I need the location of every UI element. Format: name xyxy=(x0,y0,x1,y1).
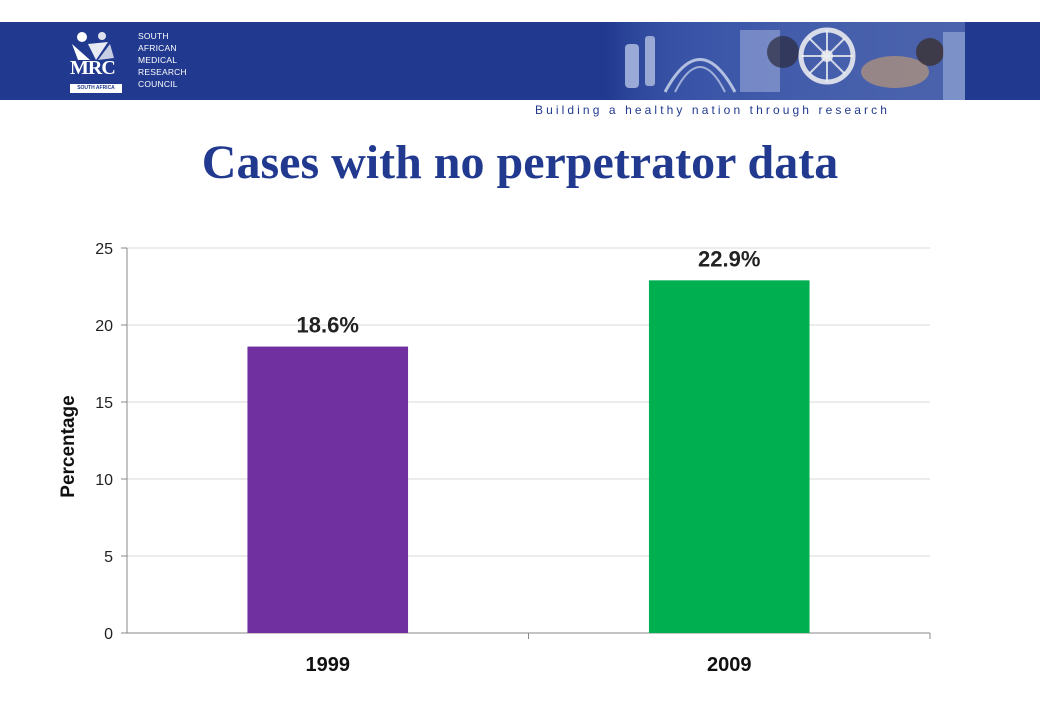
y-axis-title: Percentage xyxy=(58,395,79,497)
header-banner: MRC SOUTH AFRICA SOUTH AFRICAN MEDICAL R… xyxy=(0,22,1040,100)
bar-1999 xyxy=(247,346,409,633)
x-tick-label: 2009 xyxy=(707,654,752,676)
y-tick-label: 10 xyxy=(95,472,113,489)
mrc-logo-icon xyxy=(72,32,114,60)
tagline: Building a healthy nation through resear… xyxy=(534,103,890,117)
y-tick-label: 20 xyxy=(95,318,113,335)
data-label: 18.6% xyxy=(297,313,359,338)
y-tick-label: 25 xyxy=(95,241,113,258)
org-line: SOUTH xyxy=(138,31,169,41)
org-line: MEDICAL xyxy=(138,55,178,65)
y-tick-label: 0 xyxy=(104,626,113,643)
logo-text: MRC xyxy=(70,57,116,79)
page-title: Cases with no perpetrator data xyxy=(201,136,839,189)
org-line: AFRICAN xyxy=(138,43,177,53)
bar-2009 xyxy=(648,280,810,633)
logo-subtext: SOUTH AFRICA xyxy=(70,84,122,93)
data-label: 22.9% xyxy=(698,246,760,271)
organisation-name: SOUTH AFRICAN MEDICAL RESEARCH COUNCIL xyxy=(138,30,187,90)
banner-photo-collage xyxy=(605,22,965,100)
y-tick-label: 15 xyxy=(95,395,113,412)
org-line: COUNCIL xyxy=(138,79,178,89)
x-tick-label: 1999 xyxy=(306,654,351,676)
y-tick-label: 5 xyxy=(104,549,113,566)
org-line: RESEARCH xyxy=(138,67,187,77)
